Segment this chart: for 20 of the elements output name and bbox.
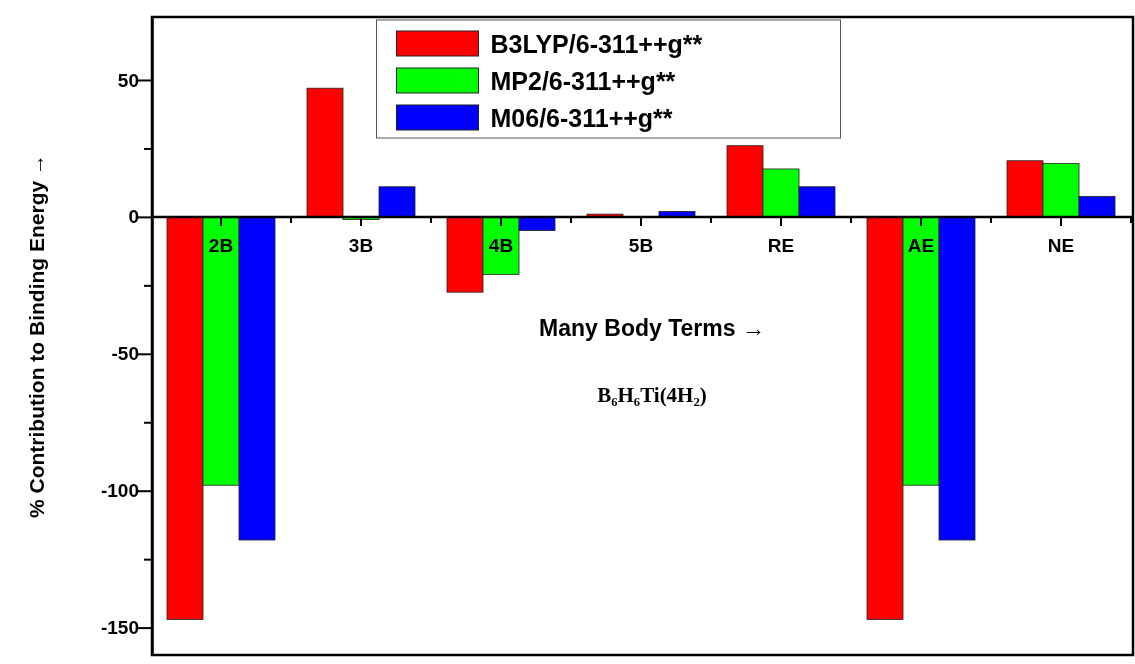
x-axis-title: Many Body Terms → [539, 315, 765, 341]
y-tick-label: -50 [111, 343, 139, 365]
legend-label: B3LYP/6-311++g** [490, 30, 703, 58]
x-tick-label: AE [907, 234, 935, 256]
x-tick-label: NE [1047, 234, 1075, 256]
x-tick-label: 3B [348, 234, 374, 256]
y-tick-label: -150 [100, 617, 139, 639]
y-tick-label: 50 [117, 69, 139, 91]
bar [378, 186, 416, 218]
legend-label: MP2/6-311++g** [490, 67, 676, 95]
annotation: B₆H₆Ti(4H₂) [597, 383, 707, 407]
x-tick-label: RE [767, 234, 795, 256]
y-tick-label: 0 [128, 206, 139, 228]
legend-label: M06/6-311++g** [490, 104, 673, 132]
x-tick-label: 4B [488, 234, 514, 256]
bar [306, 87, 344, 218]
x-tick-label: 2B [208, 234, 234, 256]
x-tick-label: 5B [628, 234, 654, 256]
y-tick-label: -100 [100, 480, 139, 502]
y-axis-title: % Contribution to Binding Energy → [25, 154, 48, 518]
